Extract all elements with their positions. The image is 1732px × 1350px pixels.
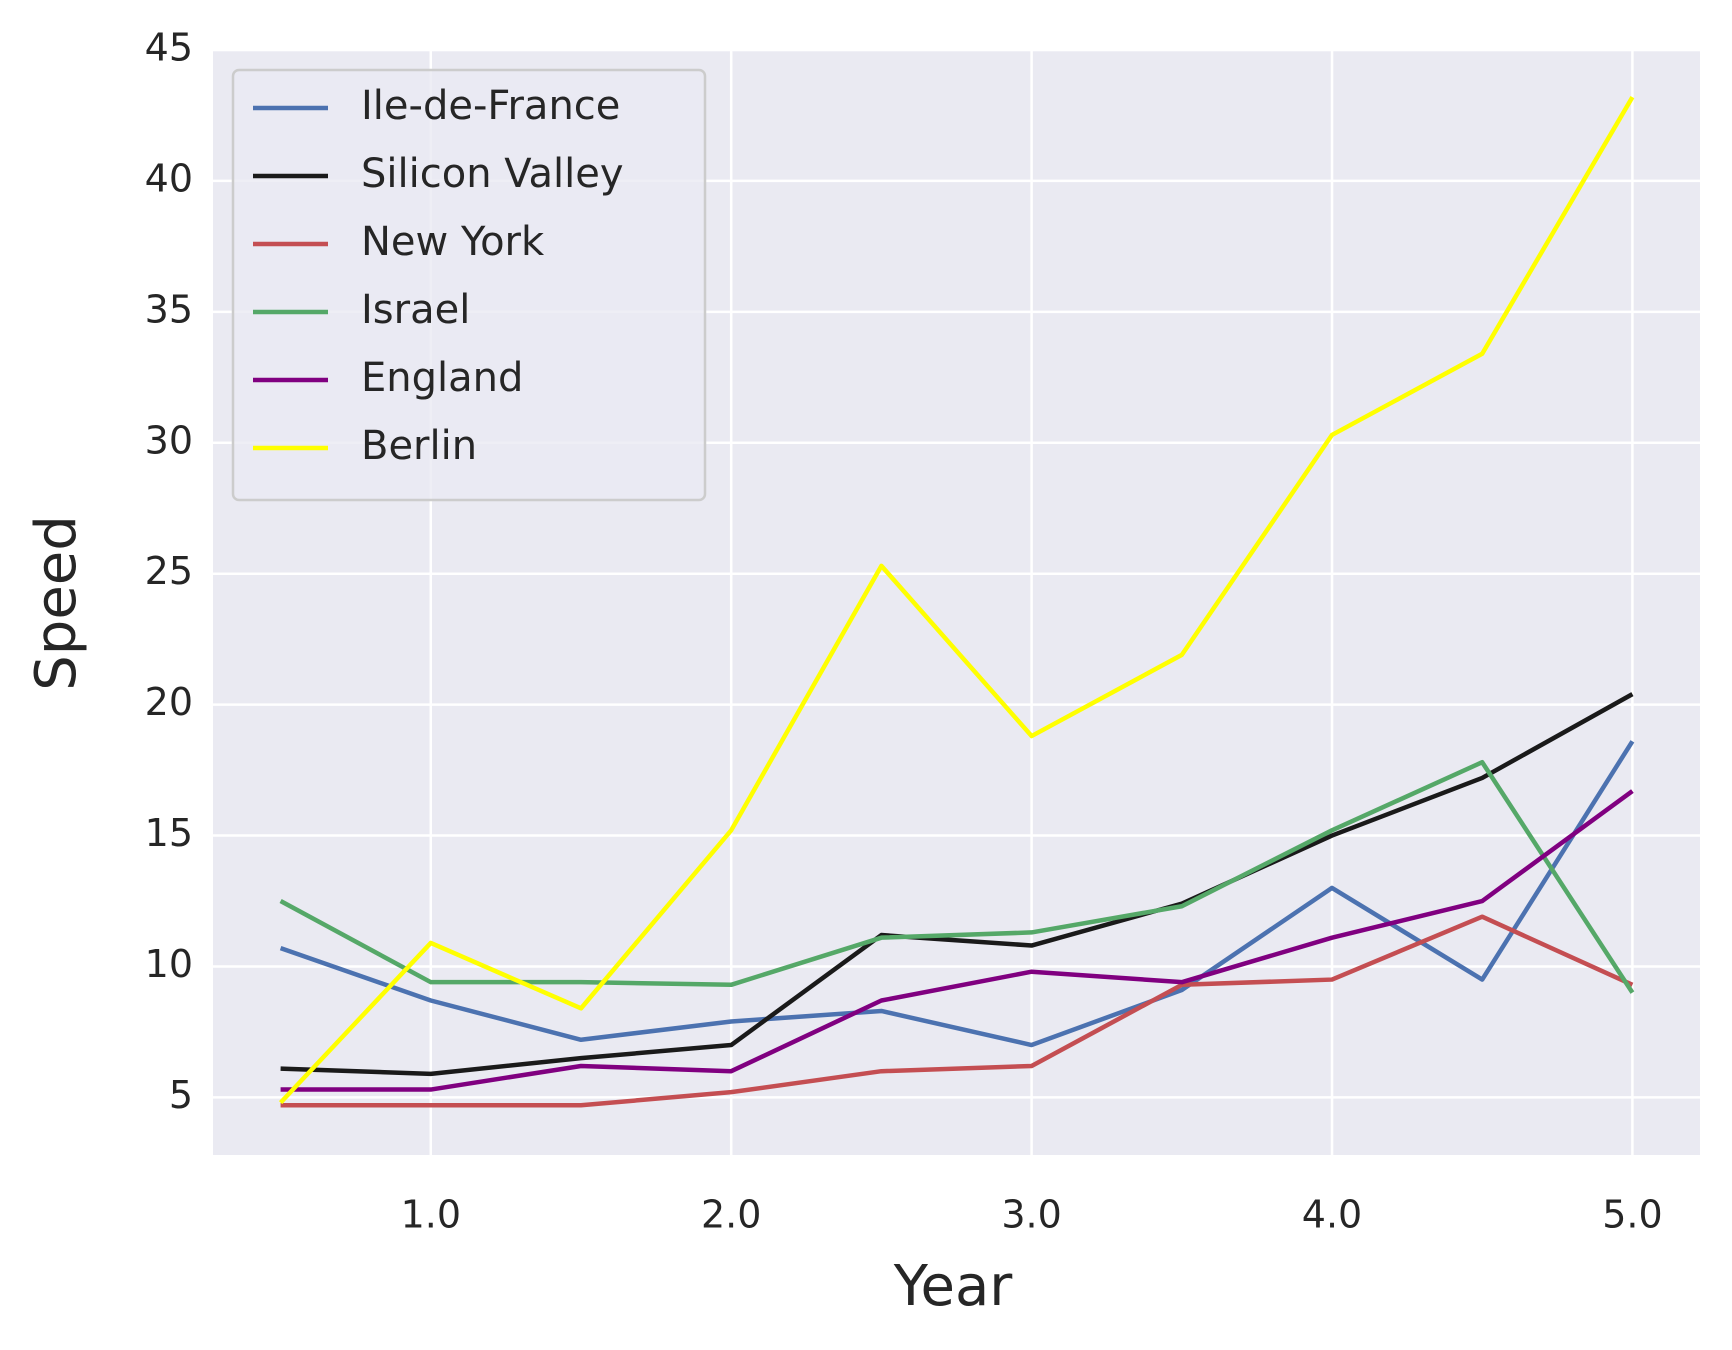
legend-label: New York bbox=[361, 219, 545, 265]
y-tick-label: 5 bbox=[169, 1073, 193, 1117]
y-tick-label: 45 bbox=[145, 26, 193, 70]
x-tick-label: 1.0 bbox=[401, 1193, 461, 1237]
y-tick-label: 35 bbox=[145, 287, 193, 331]
legend-label: Berlin bbox=[361, 423, 477, 469]
y-tick-label: 25 bbox=[145, 549, 193, 593]
legend-label: England bbox=[361, 355, 523, 401]
x-tick-label: 4.0 bbox=[1302, 1193, 1362, 1237]
y-tick-label: 40 bbox=[145, 156, 193, 200]
series-line bbox=[278, 95, 1635, 1105]
y-tick-label: 10 bbox=[145, 942, 193, 986]
y-tick-label: 20 bbox=[145, 680, 193, 724]
legend-box bbox=[231, 68, 707, 502]
x-tick-label: 5.0 bbox=[1602, 1193, 1662, 1237]
series-line bbox=[279, 759, 1635, 994]
x-tick-label: 3.0 bbox=[1001, 1193, 1061, 1237]
legend-label: Israel bbox=[361, 287, 470, 333]
y-tick-label: 30 bbox=[145, 418, 193, 462]
legend-label: Ile-de-France bbox=[361, 83, 620, 129]
series-line bbox=[280, 914, 1634, 1108]
y-tick-label: 15 bbox=[145, 811, 193, 855]
series-line bbox=[280, 692, 1634, 1077]
y-axis-label: Speed bbox=[24, 515, 89, 691]
series-line bbox=[280, 789, 1634, 1092]
series-line bbox=[279, 740, 1635, 1048]
legend-label: Silicon Valley bbox=[361, 151, 624, 197]
x-axis-label: Year bbox=[893, 1254, 1014, 1319]
x-tick-label: 2.0 bbox=[701, 1193, 761, 1237]
